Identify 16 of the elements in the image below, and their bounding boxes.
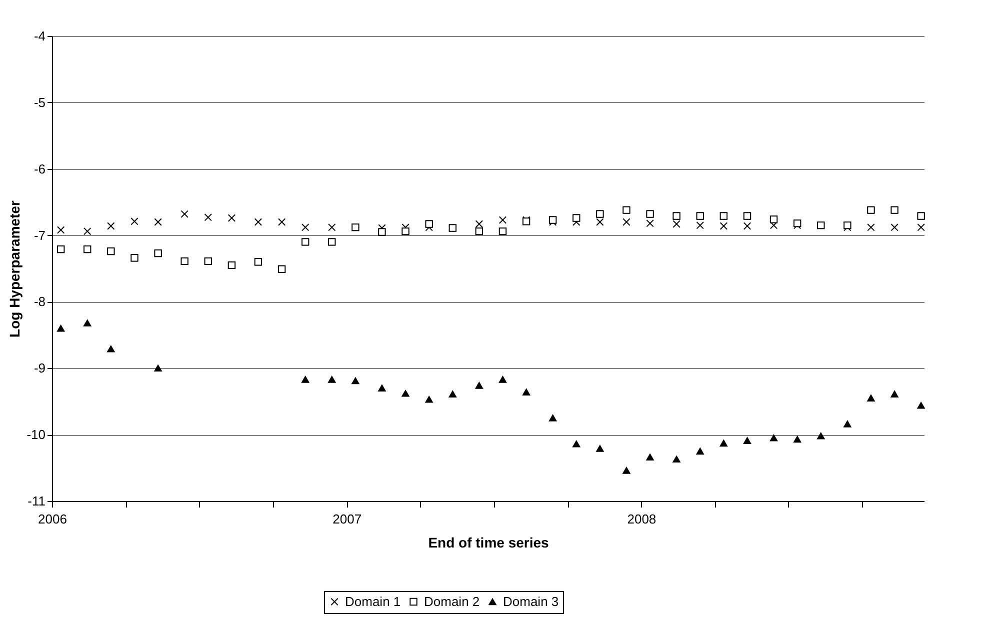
y-tick-label: -6 — [34, 161, 46, 176]
y-axis-title: Log Hyperparameter — [6, 200, 23, 338]
legend-label: Domain 3 — [503, 594, 559, 609]
x-tick-label: 2007 — [332, 512, 362, 526]
y-tick-label: -8 — [34, 294, 46, 310]
y-tick-label: -5 — [34, 94, 46, 110]
x-tick-label: 2008 — [627, 512, 656, 526]
x-axis-title: End of time series — [428, 534, 550, 550]
y-tick-label: -11 — [28, 494, 46, 508]
y-tick-label: -10 — [26, 427, 46, 442]
y-tick-label: -4 — [34, 28, 46, 44]
legend-label: Domain 1 — [345, 594, 401, 609]
legend-label: Domain 2 — [424, 594, 480, 609]
x-tick-label: 2006 — [38, 512, 67, 526]
y-tick-label: -7 — [34, 228, 46, 243]
y-tick-label: -9 — [34, 360, 46, 376]
